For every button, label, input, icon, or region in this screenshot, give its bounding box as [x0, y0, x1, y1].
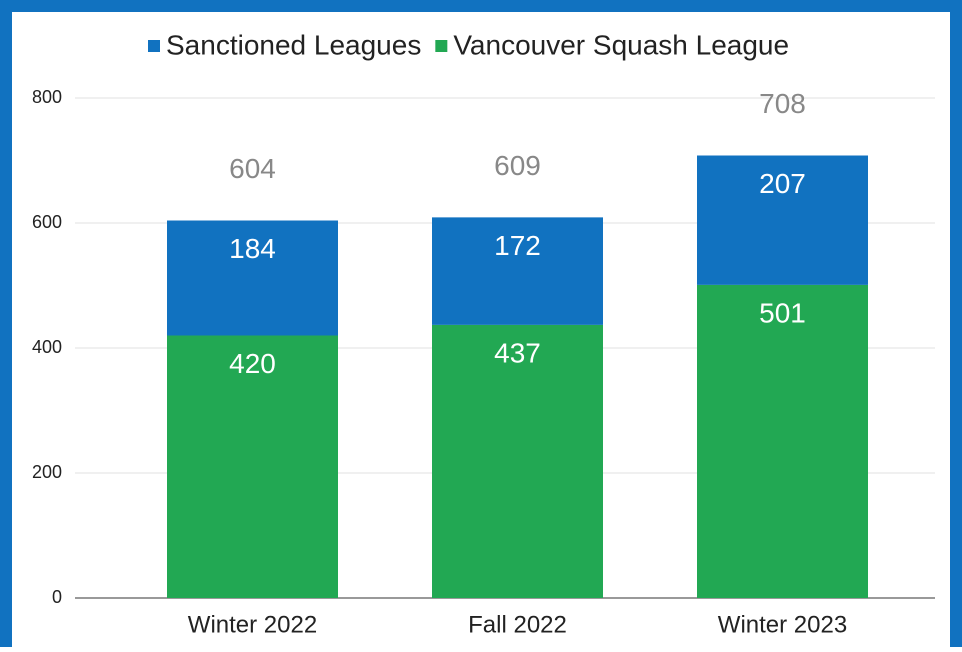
data-label: 184 — [229, 233, 276, 264]
legend-label: Sanctioned Leagues — [166, 29, 421, 60]
y-tick-label: 400 — [32, 337, 62, 357]
bar-segment — [432, 324, 603, 598]
y-tick-label: 200 — [32, 462, 62, 482]
total-label: 609 — [494, 150, 541, 181]
legend-swatch — [148, 40, 160, 52]
total-label: 708 — [759, 88, 806, 119]
x-tick-label: Fall 2022 — [468, 611, 567, 638]
total-label: 604 — [229, 153, 276, 184]
x-tick-label: Winter 2023 — [718, 611, 847, 638]
legend-swatch — [435, 40, 448, 52]
bar-segment — [432, 217, 603, 325]
y-tick-label: 800 — [32, 87, 62, 107]
data-label: 172 — [494, 230, 541, 261]
y-tick-label: 600 — [32, 212, 62, 232]
x-tick-label: Winter 2022 — [188, 611, 317, 638]
legend-label: Vancouver Squash League — [453, 29, 789, 60]
data-label: 420 — [229, 348, 276, 379]
bar-segment — [167, 335, 338, 598]
bar-segment — [167, 220, 338, 336]
data-label: 207 — [759, 168, 806, 199]
bar-segment — [697, 284, 868, 598]
bar-segment — [697, 155, 868, 285]
data-label: 437 — [494, 337, 541, 368]
y-tick-label: 0 — [52, 587, 62, 607]
data-label: 501 — [759, 297, 806, 328]
